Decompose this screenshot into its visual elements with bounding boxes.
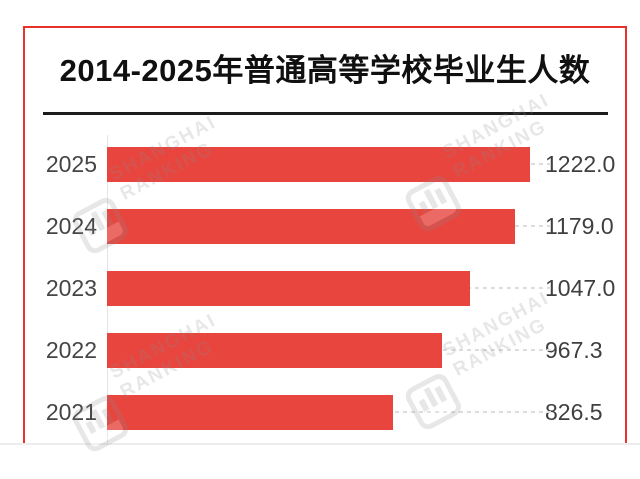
year-label: 2021 — [45, 398, 97, 425]
value-bar — [107, 146, 531, 182]
year-label: 2023 — [45, 274, 97, 301]
year-label: 2025 — [45, 150, 97, 177]
year-label: 2024 — [45, 212, 97, 239]
chart-card: 2014-2025年普通高等学校毕业生人数 2025 1222.0 2024 1… — [23, 26, 627, 443]
chart-row: 2024 1179.0 — [25, 195, 625, 257]
bar-track — [107, 195, 553, 257]
value-label: 1179.0 — [545, 212, 614, 239]
chart-rows: 2025 1222.0 2024 1179.0 2023 1047.0 2022… — [25, 133, 625, 443]
value-label: 1222.0 — [545, 150, 616, 177]
bar-track — [107, 319, 553, 381]
chart-title: 2014-2025年普通高等学校毕业生人数 — [59, 53, 591, 88]
value-bar — [107, 270, 470, 306]
bar-track — [107, 381, 553, 443]
value-bar — [107, 208, 516, 244]
chart-row: 2021 826.5 — [25, 381, 625, 443]
value-label: 1047.0 — [545, 274, 616, 301]
bar-track — [107, 133, 553, 195]
chart-row: 2023 1047.0 — [25, 257, 625, 319]
bar-track — [107, 257, 553, 319]
title-underline — [43, 112, 608, 115]
bar-chart: 2025 1222.0 2024 1179.0 2023 1047.0 2022… — [25, 133, 625, 443]
bottom-separator-line — [0, 443, 640, 445]
value-bar — [107, 394, 394, 430]
year-label: 2022 — [45, 336, 97, 363]
value-label: 826.5 — [545, 398, 603, 425]
chart-row: 2025 1222.0 — [25, 133, 625, 195]
value-label: 967.3 — [545, 336, 603, 363]
value-bar — [107, 332, 442, 368]
chart-row: 2022 967.3 — [25, 319, 625, 381]
